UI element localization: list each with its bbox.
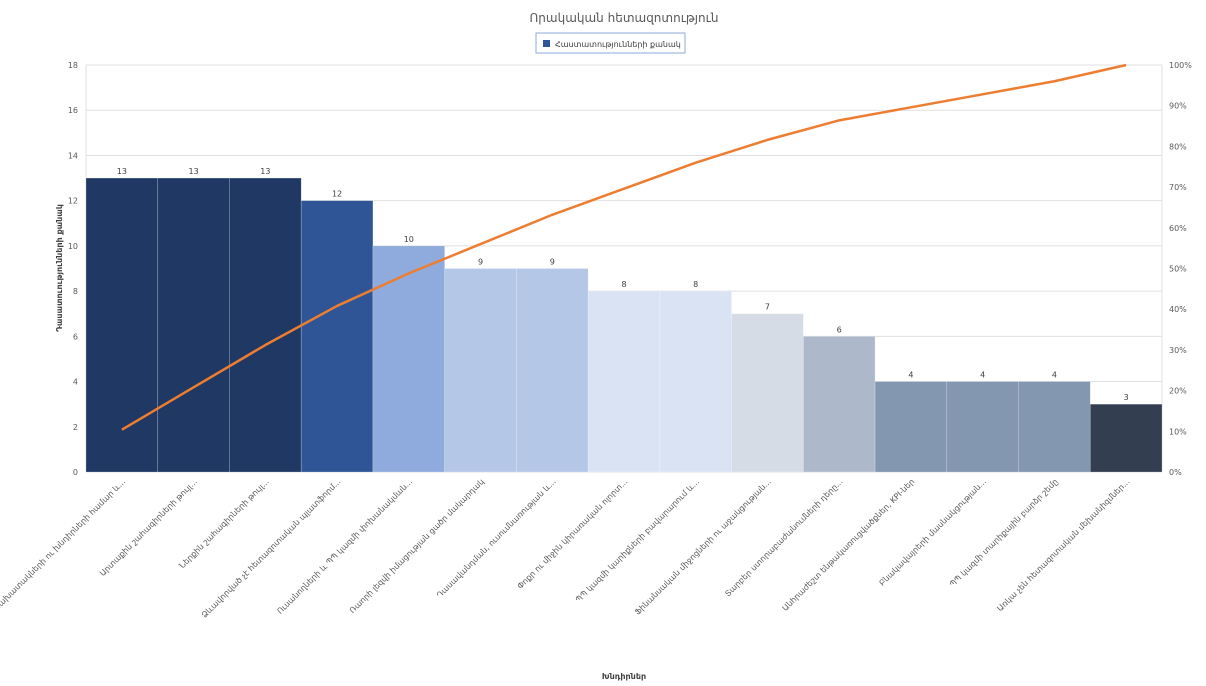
- data-label: 4: [908, 371, 913, 380]
- y2-tick-label: 90%: [1169, 102, 1187, 111]
- bar: [946, 381, 1019, 473]
- bar: [157, 177, 230, 473]
- y2-tick-label: 100%: [1169, 61, 1192, 70]
- y2-tick-label: 10%: [1169, 427, 1187, 436]
- bar: [229, 177, 302, 473]
- category-label: Անհրաժեշտ ենթակառուցվածքներ, KPI-ներ: [781, 477, 917, 613]
- y-tick-label: 2: [73, 423, 78, 432]
- data-label: 8: [693, 280, 698, 289]
- data-label: 13: [189, 167, 199, 176]
- bars: [85, 177, 1163, 473]
- cumulative-line: [121, 63, 1127, 431]
- data-label: 7: [765, 303, 770, 312]
- data-label: 12: [332, 190, 342, 199]
- legend-label: Հաստատությունների քանակ: [555, 40, 681, 49]
- y-axis-title: Դասատուությունների քանակ: [55, 204, 64, 332]
- data-label: 13: [117, 167, 127, 176]
- bar: [1089, 403, 1163, 473]
- x-axis-title: Խնդիրներ: [602, 672, 646, 681]
- y2-tick-label: 80%: [1169, 142, 1187, 151]
- y2-axis: 0% 10% 20% 30% 40% 50% 60% 70% 80% 90% 100%: [1169, 61, 1192, 477]
- data-label: 3: [1124, 393, 1129, 402]
- y2-tick-label: 30%: [1169, 346, 1187, 355]
- y2-tick-label: 60%: [1169, 224, 1187, 233]
- category-label: Ֆինանսական միջոցների ու աջակցության...: [633, 477, 773, 617]
- data-label: 6: [837, 325, 842, 334]
- y2-tick-label: 0%: [1169, 468, 1182, 477]
- y-tick-label: 6: [73, 332, 78, 341]
- bar: [444, 268, 517, 473]
- category-label: Փոքր ու միջին կիրառական ոլորտ...: [516, 477, 630, 591]
- bar: [372, 245, 445, 473]
- bar: [1018, 381, 1091, 473]
- y-tick-label: 16: [68, 106, 78, 115]
- x-axis: ՌՕ նախատակների ու խնդիրների համար և...Ար…: [0, 477, 1132, 623]
- y-tick-label: 18: [68, 61, 78, 70]
- y-tick-label: 0: [73, 468, 78, 477]
- data-labels: 13 13 13 12 10 9 9 8 8 7 6 4 4 4 3: [117, 167, 1129, 402]
- bar: [300, 200, 374, 473]
- cumulative-percent-line: [121, 63, 1127, 431]
- data-label: 13: [260, 167, 270, 176]
- legend: Հաստատությունների քանակ: [535, 32, 686, 54]
- y-tick-label: 8: [73, 287, 78, 296]
- category-label: Ձևավորված չէ հետազոտական պլատֆորմ...: [200, 477, 343, 620]
- chart-title: Որակական հետազոտություն: [530, 11, 719, 25]
- legend-swatch: [543, 40, 550, 47]
- y-axis: 0 2 4 6 8 10 12 14 16 18: [68, 61, 78, 477]
- bar: [803, 336, 876, 473]
- category-label: Ուսանողների և ՊՊ կազմի փոխանակման...: [275, 477, 414, 616]
- category-label: Դասավանդման, ուսումնառության և...: [435, 477, 558, 600]
- data-label: 9: [478, 258, 483, 267]
- data-label: 8: [621, 280, 626, 289]
- y2-tick-label: 50%: [1169, 265, 1187, 274]
- category-label: Տարբեր ստորաբաժանումների դերը...: [723, 477, 844, 598]
- category-label: ՊՊ կազմի կարիքների բավարարում և...: [574, 477, 701, 604]
- y-tick-label: 4: [73, 378, 78, 387]
- y-tick-label: 12: [68, 197, 78, 206]
- y2-tick-label: 70%: [1169, 183, 1187, 192]
- data-label: 10: [404, 235, 414, 244]
- y2-tick-label: 20%: [1169, 387, 1187, 396]
- bar: [874, 381, 948, 473]
- y-tick-label: 14: [68, 151, 78, 160]
- data-label: 9: [550, 258, 555, 267]
- y-tick-label: 10: [68, 242, 78, 251]
- category-label: Ռաորի լեզվի իմացության ցածր մակարդակ: [348, 477, 486, 615]
- category-label: ՌՕ նախատակների ու խնդիրների համար և...: [0, 477, 127, 623]
- y2-tick-label: 40%: [1169, 305, 1187, 314]
- bar: [731, 313, 804, 473]
- legend-box: [535, 32, 686, 54]
- bar: [85, 177, 159, 473]
- category-label: Առկա չեն հետազոտական մեխանիզմներ...: [995, 477, 1131, 613]
- bar: [659, 290, 732, 473]
- data-label: 4: [1052, 371, 1057, 380]
- bar: [516, 268, 589, 473]
- data-label: 4: [980, 371, 985, 380]
- bar: [587, 290, 661, 473]
